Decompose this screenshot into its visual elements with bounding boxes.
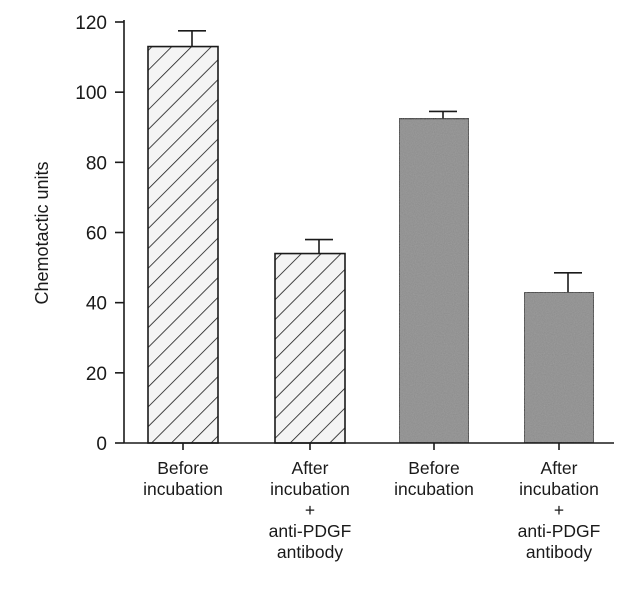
y-tick-label: 100 [75, 83, 107, 104]
bar-4 [523, 291, 595, 444]
category-label-line: antibody [526, 542, 592, 562]
bar-2 [274, 252, 346, 444]
y-axis: 0 20 40 60 80 100 120 [75, 13, 125, 455]
y-tick-label: 120 [75, 13, 107, 34]
category-label-line: + [554, 500, 564, 520]
category-label-line: incubation [519, 479, 599, 499]
y-axis-label: Chemotactic units [32, 161, 52, 304]
category-label-line: After [541, 458, 578, 478]
bar-3 [398, 117, 470, 444]
y-tick-label: 40 [86, 294, 107, 315]
category-label-line: incubation [394, 479, 474, 499]
category-label-line: After [292, 458, 329, 478]
category-label-line: + [305, 500, 315, 520]
y-tick-label: 60 [86, 224, 107, 245]
category-label-line: Before [157, 458, 209, 478]
category-label-4: After incubation + anti-PDGF antibody [518, 458, 601, 562]
x-axis [124, 442, 614, 450]
y-tick-label: 0 [96, 434, 107, 455]
category-label-line: antibody [277, 542, 343, 562]
category-label-line: Before [408, 458, 460, 478]
bar-1 [147, 45, 219, 444]
category-label-3: Before incubation [394, 458, 474, 499]
y-tick-label: 80 [86, 153, 107, 174]
category-label-line: incubation [270, 479, 350, 499]
y-tick-label: 20 [86, 364, 107, 385]
bars [147, 29, 595, 444]
category-label-line: anti-PDGF [269, 521, 352, 541]
category-label-1: Before incubation [143, 458, 223, 499]
category-label-line: anti-PDGF [518, 521, 601, 541]
category-label-line: incubation [143, 479, 223, 499]
category-label-2: After incubation + anti-PDGF antibody [269, 458, 352, 562]
